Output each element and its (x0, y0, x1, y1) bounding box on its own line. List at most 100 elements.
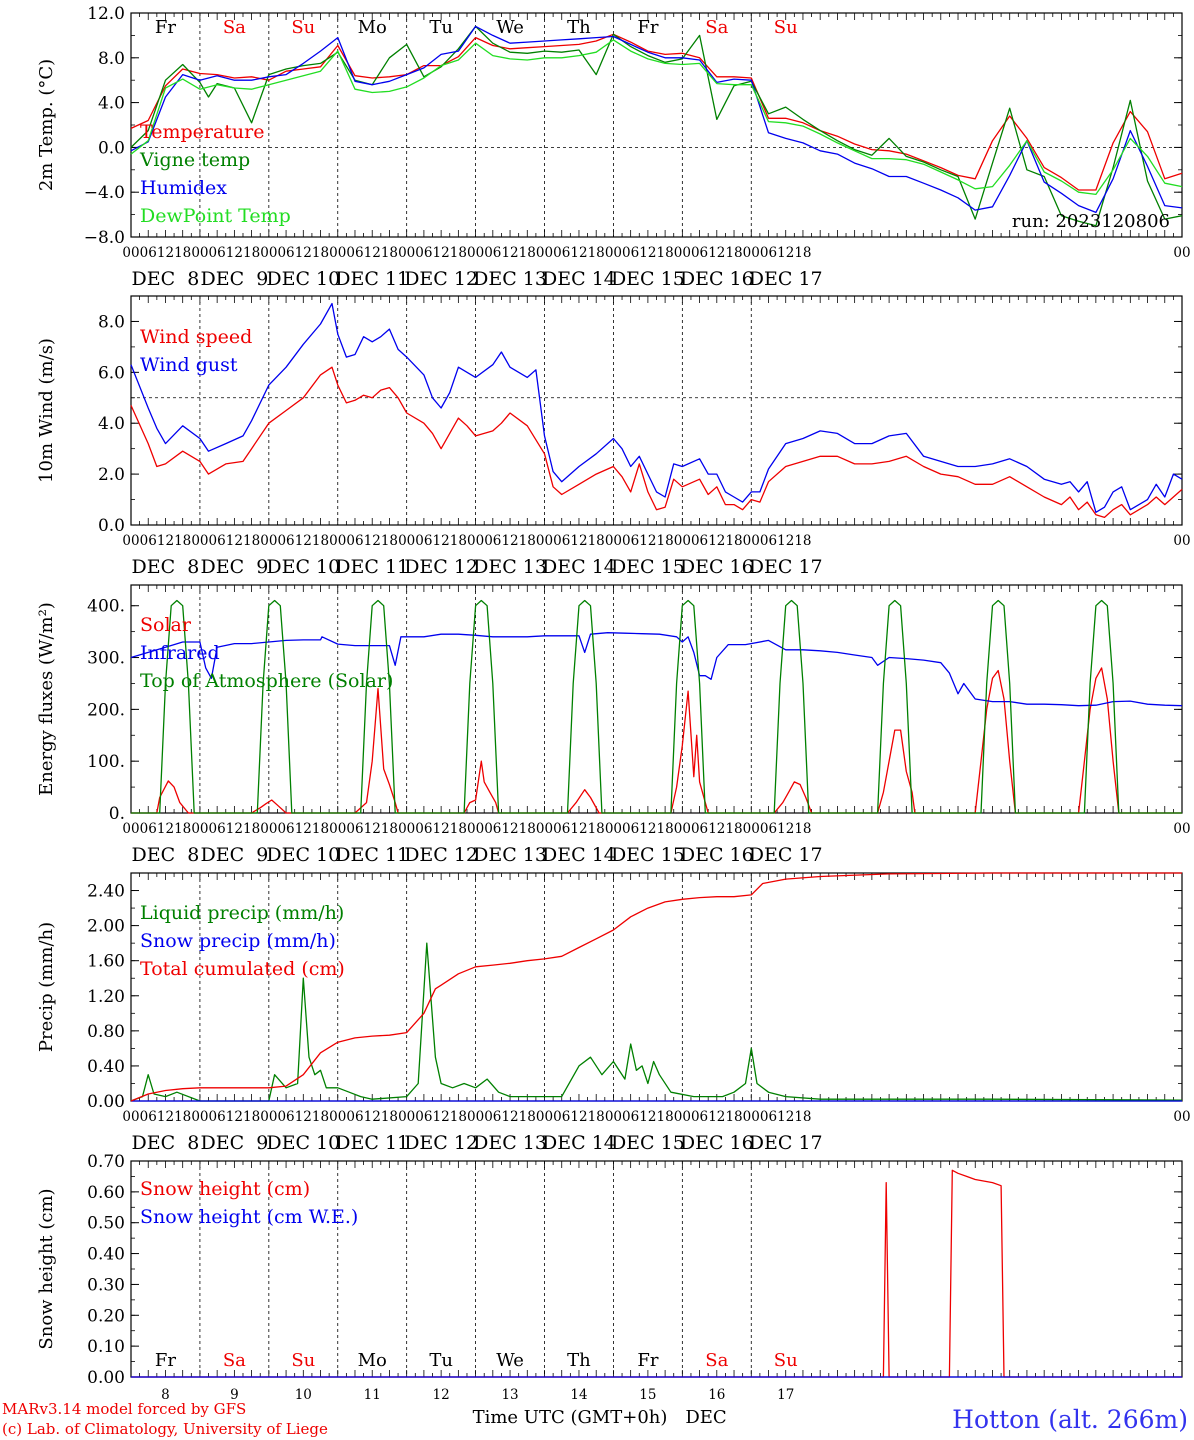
legend-entry: Humidex (140, 177, 227, 199)
hour-tick-label: 06 (415, 533, 432, 549)
day-number-label: 16 (708, 1387, 725, 1403)
hour-tick-label: 18 (381, 1109, 398, 1125)
hour-tick-label: 18 (450, 245, 467, 261)
x-axis-title: Time UTC (GMT+0h) (473, 1407, 668, 1428)
hour-tick-label: 12 (364, 245, 381, 261)
y-tick-label: 0.30 (87, 1275, 125, 1295)
hour-tick-label: 18 (312, 245, 329, 261)
y-tick-label: −4.0 (84, 183, 125, 203)
y-tick-label: 0.60 (87, 1183, 125, 1203)
hour-tick-label: 18 (794, 821, 811, 837)
hour-tick-label: 12 (157, 245, 174, 261)
hour-tick-label: 06 (622, 245, 639, 261)
hour-tick-label: 00 (536, 533, 553, 549)
hour-tick-label: 06 (415, 1109, 432, 1125)
y-tick-label: 6.0 (98, 363, 125, 383)
date-label: DEC 17 (749, 556, 823, 578)
y-axis-title: Precip (mm/h) (36, 922, 57, 1052)
series-line-dewpoint-temp (130, 39, 1183, 196)
day-number-label: 14 (570, 1387, 587, 1403)
hour-tick-label: 00 (743, 533, 760, 549)
hour-tick-label: 12 (433, 245, 450, 261)
hour-tick-label: 00 (398, 821, 415, 837)
series-line-total-cumulated-cm- (130, 872, 1182, 1102)
hour-tick-label: 12 (501, 245, 518, 261)
hour-tick-label: 18 (381, 533, 398, 549)
run-label: run: 2023120806 (1012, 211, 1170, 232)
hour-tick-label: 00 (1173, 533, 1190, 549)
hour-tick-label: 18 (174, 821, 191, 837)
date-label: DEC 10 (266, 268, 340, 290)
hour-tick-label: 00 (467, 1109, 484, 1125)
date-label: DEC 11 (335, 556, 409, 578)
date-label: DEC 8 (132, 556, 200, 578)
legend-entry: Snow precip (mm/h) (140, 930, 336, 952)
y-tick-label: 8.0 (98, 49, 125, 69)
hour-tick-label: 12 (639, 1109, 656, 1125)
series-line-vigne-temp (130, 25, 1183, 227)
hour-tick-label: 18 (174, 533, 191, 549)
weekday-label: Fr (155, 17, 176, 38)
day-number-label: 17 (777, 1387, 794, 1403)
hour-tick-label: 18 (312, 821, 329, 837)
hour-tick-label: 06 (346, 1109, 363, 1125)
y-tick-label: 0.70 (87, 1152, 125, 1172)
date-label: DEC 13 (473, 844, 547, 866)
station-name: Hotton (alt. 266m) (952, 1405, 1188, 1434)
hour-tick-label: 00 (191, 533, 208, 549)
footer-lab-text: (c) Lab. of Climatology, University of L… (2, 1420, 328, 1438)
weekday-label: Th (567, 1350, 591, 1371)
series-line-liquid-precip-mm-h- (130, 942, 1183, 1102)
hour-tick-label: 00 (674, 245, 691, 261)
hour-tick-label: 00 (605, 245, 622, 261)
hour-tick-label: 12 (708, 245, 725, 261)
hour-tick-label: 00 (743, 245, 760, 261)
hour-tick-label: 06 (140, 245, 157, 261)
date-label: DEC 15 (611, 1132, 685, 1154)
hour-tick-label: 00 (743, 1109, 760, 1125)
hour-tick-label: 06 (553, 1109, 570, 1125)
date-label: DEC 10 (266, 1132, 340, 1154)
weekday-label: Mo (358, 17, 387, 38)
weekday-label: Su (291, 17, 315, 38)
weekday-label: Sa (223, 1350, 246, 1371)
y-tick-label: 0. (109, 804, 125, 824)
hour-tick-label: 00 (398, 1109, 415, 1125)
hour-tick-label: 18 (657, 245, 674, 261)
day-number-label: 9 (230, 1387, 239, 1403)
weekday-label: Fr (637, 1350, 658, 1371)
hour-tick-label: 06 (760, 533, 777, 549)
hour-tick-label: 12 (364, 533, 381, 549)
y-tick-label: −8.0 (84, 228, 125, 248)
hour-tick-label: 18 (657, 1109, 674, 1125)
hour-tick-label: 18 (450, 821, 467, 837)
hour-tick-label: 18 (519, 245, 536, 261)
hour-tick-label: 18 (725, 245, 742, 261)
hour-tick-label: 18 (381, 245, 398, 261)
date-label: DEC 16 (680, 556, 754, 578)
date-label: DEC 16 (680, 268, 754, 290)
hour-tick-label: 12 (295, 1109, 312, 1125)
hour-tick-label: 06 (209, 821, 226, 837)
date-label: DEC 9 (200, 844, 268, 866)
hour-tick-label: 06 (760, 1109, 777, 1125)
y-tick-label: 0.80 (87, 1022, 125, 1042)
hour-tick-label: 06 (691, 821, 708, 837)
weekday-label: We (496, 17, 524, 38)
hour-tick-label: 06 (346, 533, 363, 549)
legend-entry: Infrared (140, 642, 220, 664)
hour-tick-label: 06 (553, 821, 570, 837)
legend-entry: Liquid precip (mm/h) (140, 902, 344, 924)
hour-tick-label: 06 (484, 1109, 501, 1125)
hour-tick-label: 12 (777, 821, 794, 837)
hour-tick-label: 00 (467, 245, 484, 261)
weekday-label: Su (774, 1350, 798, 1371)
hour-tick-label: 12 (226, 533, 243, 549)
hour-tick-label: 00 (467, 533, 484, 549)
date-label: DEC 9 (200, 556, 268, 578)
hour-tick-label: 00 (674, 821, 691, 837)
hour-tick-label: 00 (122, 245, 139, 261)
y-axis-title: 2m Temp. (°C) (36, 59, 57, 191)
hour-tick-label: 06 (760, 821, 777, 837)
y-tick-label: 2.00 (87, 917, 125, 937)
